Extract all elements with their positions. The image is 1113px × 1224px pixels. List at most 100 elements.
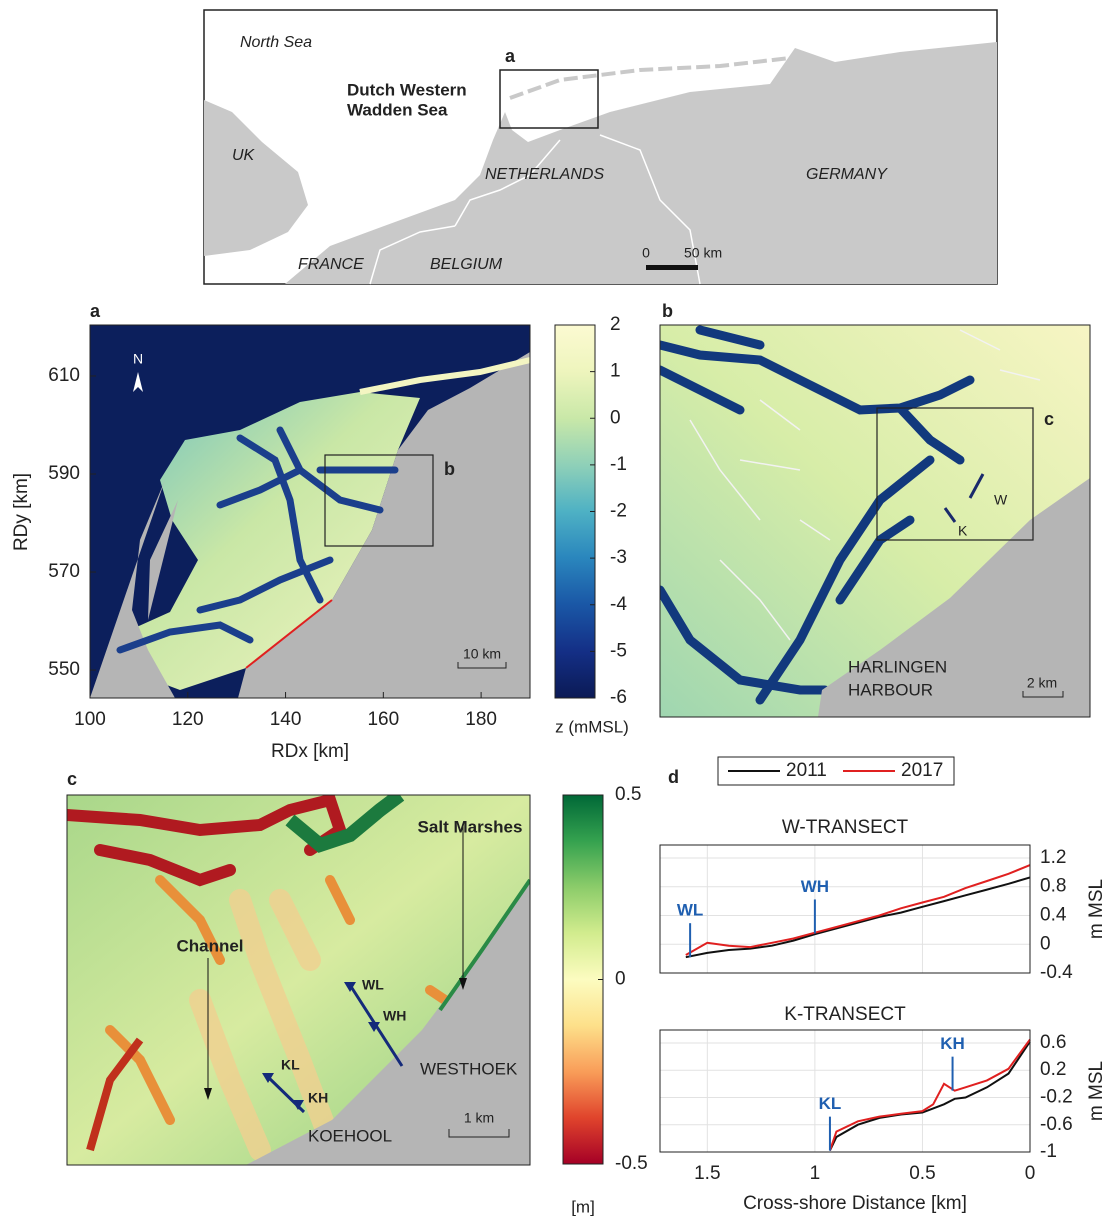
change-patches — [105, 875, 465, 1125]
inset-box — [324, 454, 434, 547]
colorbar-tick-label: -1 — [610, 454, 627, 475]
x-tick-label: 0.5 — [909, 1163, 935, 1184]
overview-map: North Sea a Dutch Western Wadden Sea UK … — [203, 9, 998, 285]
colorbar-tick-label: -2 — [610, 501, 627, 522]
map-label: NETHERLANDS — [485, 166, 604, 183]
place-label: HARBOUR — [848, 680, 933, 699]
change-patches — [86, 1037, 144, 1152]
data-line — [828, 1041, 1031, 1152]
x-tick-label: 160 — [367, 709, 399, 730]
colorbar-fill — [562, 794, 604, 1165]
y-tick-label: 0 — [1040, 933, 1051, 954]
land — [90, 480, 178, 698]
panel-label: b — [662, 301, 673, 321]
annotation-arrow-head — [459, 978, 467, 990]
y-tick-label: 590 — [48, 463, 80, 484]
y-axis-label: m MSL — [1086, 1061, 1107, 1121]
annotation-label: Salt Marshes — [418, 817, 523, 836]
colorbar-tick-label: 2 — [610, 314, 621, 335]
colorbar-c: [m] 0.5 0 -0.5 — [562, 784, 648, 1216]
accretion-patches — [285, 795, 405, 853]
land — [246, 880, 530, 1165]
annotation-arrow-head — [204, 1088, 212, 1100]
y-tick-label: 610 — [48, 365, 80, 386]
map-label: BELGIUM — [430, 256, 503, 273]
colorbar-label: z (mMSL) — [555, 717, 629, 736]
map-label: FRANCE — [298, 256, 364, 273]
colorbar-tick-label: 1 — [610, 361, 621, 382]
y-tick-label: 0.2 — [1040, 1059, 1066, 1080]
transect-lines — [943, 473, 985, 523]
annotation-label: Channel — [176, 936, 243, 955]
panel-label: a — [90, 301, 101, 321]
colorbar-a: z (mMSL) 2 1 0 -1 -2 -3 -4 -5 -6 — [554, 314, 629, 736]
point-label: WH — [383, 1008, 406, 1024]
panel-a: a b N 10 km RDx [km] RDy [km] 100 120 140 1… — [11, 301, 531, 762]
data-line — [828, 1038, 1031, 1151]
legend-label: 2011 — [786, 760, 827, 781]
north-label: N — [133, 351, 143, 367]
x-tick-label: 0 — [1025, 1163, 1036, 1184]
place-label: WESTHOEK — [420, 1059, 518, 1078]
colorbar-label: [m] — [571, 1197, 595, 1216]
y-tick-label: 0.6 — [1040, 1032, 1066, 1053]
y-tick-label: 570 — [48, 561, 80, 582]
channels — [116, 426, 399, 654]
legend-label: 2017 — [901, 760, 943, 781]
scale-bar — [1022, 691, 1064, 698]
barrier-island — [359, 357, 530, 395]
colorbar-tick-label: 0 — [615, 969, 626, 990]
axes-frame — [659, 844, 1031, 974]
axes-frame — [659, 1029, 1031, 1153]
map-label: UK — [232, 147, 256, 164]
panel-d: d 1.2 0.8 0.4 0 -0.4 WL WH W-TRANSECT m MSL 0.6 0.… — [659, 756, 1107, 1214]
x-axis-label: Cross-shore Distance [km] — [743, 1193, 967, 1214]
channels — [660, 325, 975, 705]
colorbar-tick-label: -3 — [610, 547, 627, 568]
scale-label: 10 km — [463, 646, 501, 662]
y-tick-label: -0.6 — [1040, 1114, 1073, 1135]
panel-c: c Salt Marshes Channel WL WH KL KH WESTH… — [66, 769, 531, 1166]
inset-label: a — [505, 46, 516, 66]
colorbar-tick-label: -0.5 — [615, 1153, 648, 1174]
region-label: Wadden Sea — [347, 100, 448, 119]
inset-label: c — [1044, 409, 1054, 429]
colorbar-tick-label: -4 — [610, 594, 627, 615]
x-axis-label: RDx [km] — [271, 741, 349, 762]
land — [818, 478, 1090, 717]
chart-title: W-TRANSECT — [782, 817, 909, 838]
y-tick-label: -0.4 — [1040, 962, 1073, 983]
x-tick-label: 120 — [172, 709, 204, 730]
continent-land — [285, 42, 997, 284]
transect-label: K — [958, 523, 968, 539]
map-label: North Sea — [240, 34, 312, 51]
y-tick-label: 0.4 — [1040, 904, 1067, 925]
data-line — [685, 876, 1031, 959]
point-label: KL — [281, 1057, 300, 1073]
place-label: HARLINGEN — [848, 657, 947, 676]
tidal-edges — [689, 329, 1041, 641]
annotation-label: KH — [940, 1034, 965, 1053]
borders — [369, 134, 701, 285]
map-label: GERMANY — [806, 166, 888, 183]
y-tick-label: 0.8 — [1040, 876, 1066, 897]
plot-area — [660, 1030, 1030, 1152]
colorbar-tick-label: -5 — [610, 640, 627, 661]
north-arrow — [133, 372, 143, 392]
colorbar-tick-label: -6 — [610, 687, 627, 708]
annotation-label: WH — [801, 877, 829, 896]
y-tick-label: -1 — [1040, 1141, 1057, 1162]
scale-label: 2 km — [1027, 675, 1057, 691]
panel-label: c — [67, 769, 77, 789]
region-label: Dutch Western — [347, 80, 467, 99]
x-tick-label: 140 — [270, 709, 302, 730]
dike-line — [245, 599, 333, 669]
annotation-label: KL — [819, 1094, 842, 1113]
inset-label: b — [444, 459, 455, 479]
axes-frame — [66, 794, 531, 1166]
channel-bed — [189, 889, 341, 1161]
inset-box — [876, 407, 1034, 541]
scale-label: 50 km — [684, 245, 722, 261]
place-label: KOEHOOL — [308, 1126, 392, 1145]
chart-title: K-TRANSECT — [784, 1004, 906, 1025]
